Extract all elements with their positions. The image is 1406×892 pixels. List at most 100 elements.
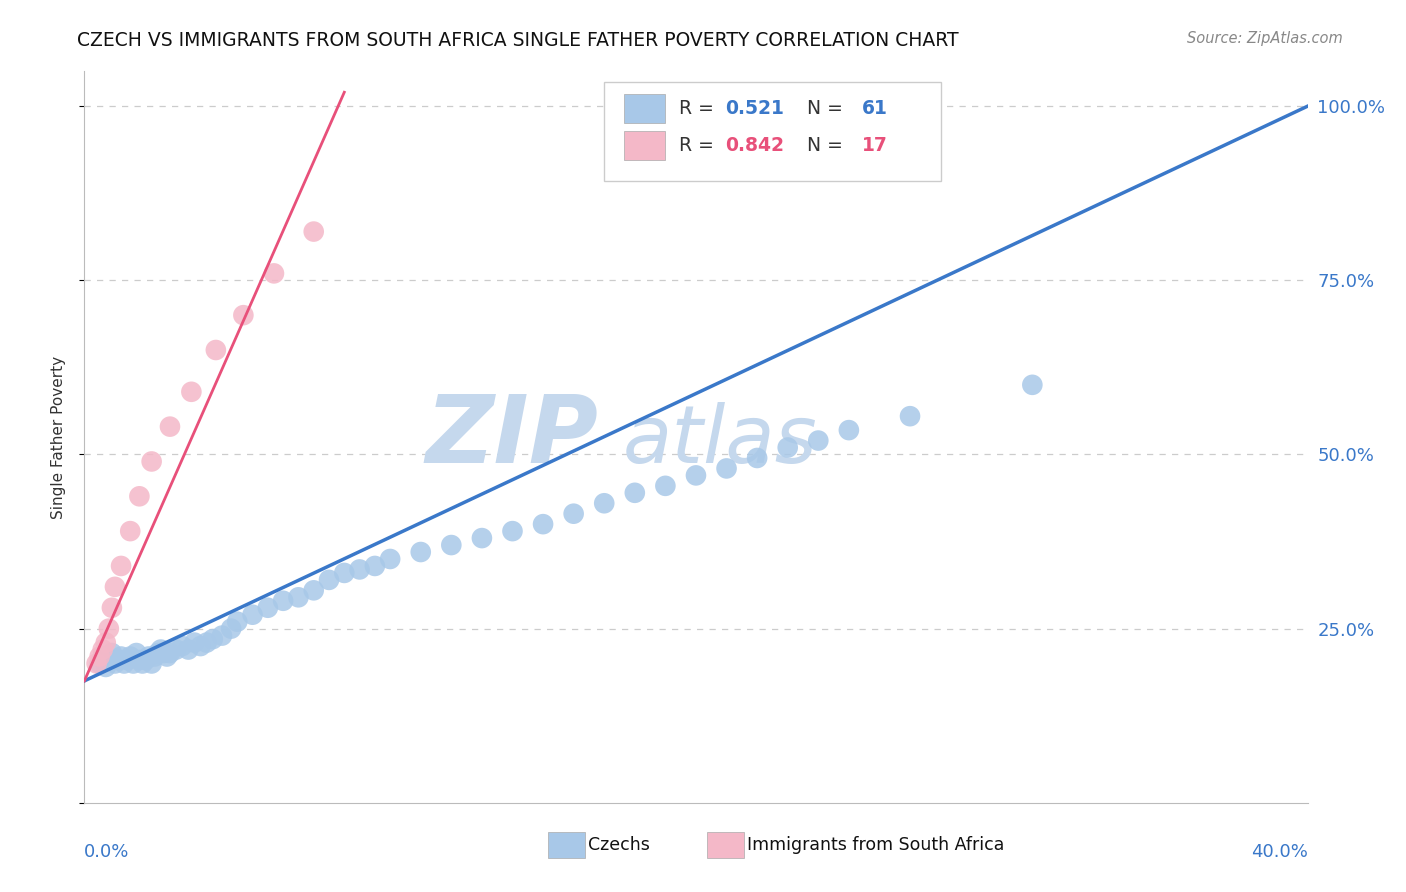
- Point: [211, 629, 233, 643]
- Text: R =: R =: [679, 99, 720, 118]
- Text: 40.0%: 40.0%: [1251, 843, 1308, 861]
- Point: [110, 649, 132, 664]
- Point: [120, 524, 142, 538]
- Point: [177, 642, 200, 657]
- Point: [159, 419, 181, 434]
- Point: [180, 384, 202, 399]
- Point: [190, 639, 212, 653]
- Point: [219, 622, 242, 636]
- FancyBboxPatch shape: [707, 832, 744, 858]
- Point: [562, 507, 585, 521]
- Text: Source: ZipAtlas.com: Source: ZipAtlas.com: [1187, 31, 1343, 46]
- Point: [94, 635, 117, 649]
- Text: N =: N =: [794, 136, 849, 154]
- Y-axis label: Single Father Poverty: Single Father Poverty: [51, 356, 66, 518]
- Point: [287, 591, 309, 605]
- Point: [149, 642, 172, 657]
- Text: 0.0%: 0.0%: [84, 843, 129, 861]
- Point: [257, 600, 280, 615]
- Text: R =: R =: [679, 136, 720, 154]
- Point: [232, 308, 254, 322]
- Point: [1021, 377, 1043, 392]
- Point: [747, 450, 769, 465]
- Point: [156, 649, 179, 664]
- Point: [91, 649, 114, 664]
- Point: [146, 646, 169, 660]
- Point: [97, 653, 120, 667]
- Point: [104, 580, 127, 594]
- Text: ZIP: ZIP: [425, 391, 598, 483]
- Point: [107, 653, 129, 667]
- Point: [807, 434, 830, 448]
- Point: [502, 524, 524, 538]
- Point: [242, 607, 264, 622]
- Point: [685, 468, 707, 483]
- Text: 0.842: 0.842: [725, 136, 785, 154]
- Point: [122, 657, 145, 671]
- Point: [271, 594, 294, 608]
- Text: CZECH VS IMMIGRANTS FROM SOUTH AFRICA SINGLE FATHER POVERTY CORRELATION CHART: CZECH VS IMMIGRANTS FROM SOUTH AFRICA SI…: [77, 31, 959, 50]
- Point: [226, 615, 249, 629]
- Point: [380, 552, 402, 566]
- Point: [101, 646, 124, 660]
- FancyBboxPatch shape: [548, 832, 585, 858]
- Text: 61: 61: [862, 99, 889, 118]
- Point: [183, 635, 205, 649]
- FancyBboxPatch shape: [605, 82, 941, 181]
- Point: [135, 653, 157, 667]
- Point: [101, 600, 124, 615]
- Point: [125, 646, 148, 660]
- Point: [128, 653, 150, 667]
- Point: [86, 657, 108, 671]
- Point: [263, 266, 285, 280]
- Point: [94, 660, 117, 674]
- Point: [364, 558, 387, 573]
- Point: [89, 657, 111, 671]
- Text: atlas: atlas: [623, 401, 817, 480]
- Point: [143, 649, 166, 664]
- Point: [349, 562, 371, 576]
- Point: [104, 657, 127, 671]
- Point: [97, 622, 120, 636]
- Point: [128, 489, 150, 503]
- Point: [172, 639, 194, 653]
- Point: [141, 454, 163, 468]
- Text: Czechs: Czechs: [588, 836, 650, 855]
- Point: [716, 461, 738, 475]
- Point: [318, 573, 340, 587]
- Point: [654, 479, 676, 493]
- Text: N =: N =: [794, 99, 849, 118]
- Point: [165, 642, 187, 657]
- Point: [159, 646, 181, 660]
- Point: [89, 649, 111, 664]
- Point: [138, 649, 160, 664]
- Point: [333, 566, 356, 580]
- Point: [195, 635, 218, 649]
- Point: [302, 583, 325, 598]
- Point: [112, 657, 135, 671]
- Point: [593, 496, 616, 510]
- Point: [624, 485, 647, 500]
- Text: 17: 17: [862, 136, 889, 154]
- Point: [409, 545, 432, 559]
- Point: [898, 409, 921, 424]
- Point: [205, 343, 228, 357]
- Point: [201, 632, 224, 646]
- FancyBboxPatch shape: [624, 94, 665, 123]
- Point: [302, 225, 325, 239]
- Point: [131, 657, 153, 671]
- Point: [440, 538, 463, 552]
- Point: [141, 657, 163, 671]
- Text: 0.521: 0.521: [725, 99, 785, 118]
- Point: [115, 653, 138, 667]
- FancyBboxPatch shape: [624, 130, 665, 160]
- Point: [120, 649, 142, 664]
- Point: [531, 517, 554, 532]
- Point: [91, 642, 114, 657]
- Point: [153, 646, 176, 660]
- Text: Immigrants from South Africa: Immigrants from South Africa: [748, 836, 1005, 855]
- Point: [110, 558, 132, 573]
- Point: [471, 531, 494, 545]
- Point: [838, 423, 860, 437]
- Point: [776, 441, 799, 455]
